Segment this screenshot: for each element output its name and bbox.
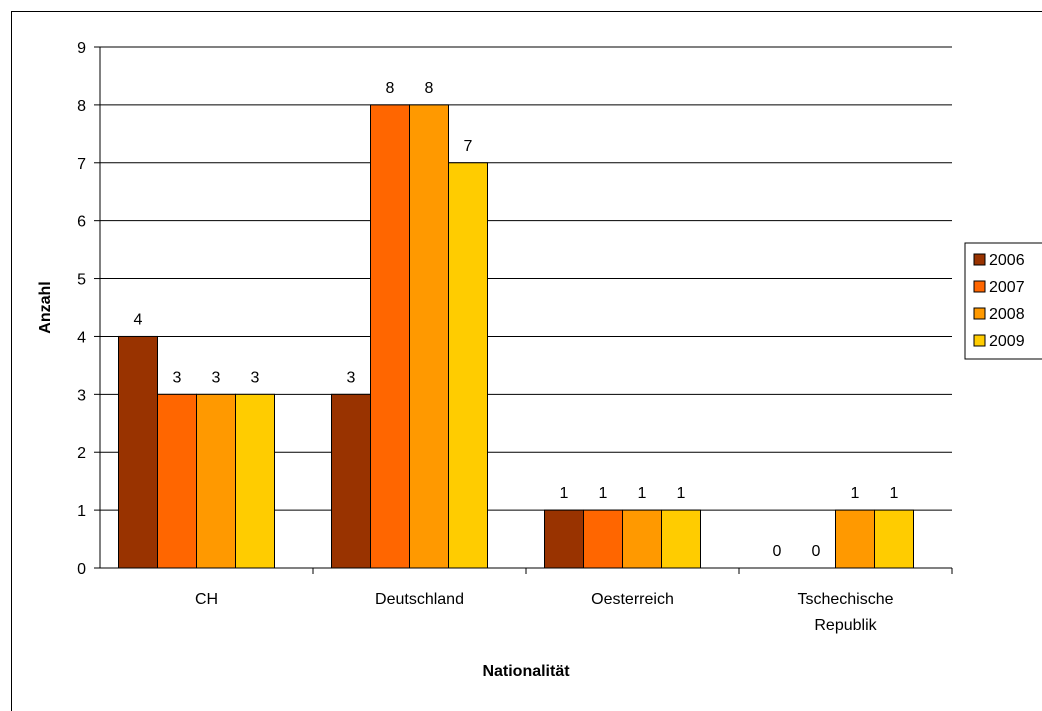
- bar: [157, 393, 197, 569]
- x-tick-label-line: Deutschland: [375, 591, 464, 608]
- bar: [196, 393, 236, 569]
- bar: [874, 509, 914, 569]
- data-label: 1: [677, 485, 686, 502]
- x-tick-label-line: CH: [195, 591, 218, 608]
- chart-area: [11, 11, 1042, 711]
- data-label: 1: [638, 485, 647, 502]
- x-tick-label: CH: [195, 591, 218, 608]
- x-tick-label: Deutschland: [375, 591, 464, 608]
- x-tick-label-line: Republik: [814, 617, 877, 634]
- bar: [622, 509, 662, 569]
- legend-swatch: [973, 280, 986, 293]
- bar: [583, 509, 623, 569]
- bar: [331, 393, 371, 569]
- x-tick-label-line: Tschechische: [797, 591, 893, 608]
- data-label: 8: [386, 80, 395, 97]
- bar: [370, 104, 410, 569]
- x-tick-label: Oesterreich: [591, 591, 674, 608]
- data-label: 3: [212, 369, 221, 386]
- y-tick-label: 8: [77, 98, 86, 115]
- bar: [409, 104, 449, 569]
- data-label: 7: [464, 138, 473, 155]
- y-tick-label: 0: [77, 561, 86, 578]
- y-axis-title: Anzahl: [37, 281, 54, 333]
- data-label: 0: [773, 543, 782, 560]
- y-tick-label: 2: [77, 445, 86, 462]
- data-label: 3: [347, 369, 356, 386]
- y-tick-label: 3: [77, 387, 86, 404]
- data-label: 1: [599, 485, 608, 502]
- bar: [118, 335, 158, 569]
- y-tick-label: 5: [77, 272, 86, 289]
- data-label: 8: [425, 80, 434, 97]
- bar: [544, 509, 584, 569]
- x-tick-label-line: Oesterreich: [591, 591, 674, 608]
- x-axis-title: Nationalität: [482, 663, 570, 680]
- x-tick-label: Tschechische Republik: [797, 591, 893, 634]
- bar: [835, 509, 875, 569]
- bar: [448, 162, 488, 569]
- legend-swatch: [973, 253, 986, 266]
- bar: [661, 509, 701, 569]
- data-label: 1: [851, 485, 860, 502]
- data-label: 3: [251, 369, 260, 386]
- y-tick-label: 6: [77, 214, 86, 231]
- data-label: 1: [560, 485, 569, 502]
- y-tick-label: 7: [77, 156, 86, 173]
- data-label: 1: [890, 485, 899, 502]
- legend-swatch: [973, 334, 986, 347]
- data-label: 3: [173, 369, 182, 386]
- legend-label: 2008: [989, 306, 1025, 323]
- legend-label: 2009: [989, 333, 1025, 350]
- bar: [235, 393, 275, 569]
- y-tick-label: 9: [77, 40, 86, 57]
- legend-swatch: [973, 307, 986, 320]
- y-tick-label: 1: [77, 503, 86, 520]
- data-label: 0: [812, 543, 821, 560]
- legend-label: 2007: [989, 279, 1025, 296]
- legend-label: 2006: [989, 252, 1025, 269]
- y-tick-label: 4: [77, 329, 86, 346]
- data-label: 4: [134, 311, 143, 328]
